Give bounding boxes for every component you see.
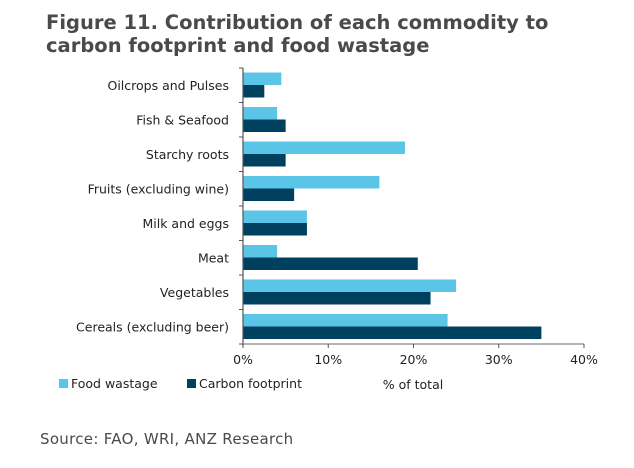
bar-carbon-footprint-vegetables bbox=[243, 292, 431, 305]
x-tick-labels: 0% 10% 20% 30% 40% bbox=[233, 352, 598, 367]
bar-food-wastage-starchy-roots bbox=[243, 141, 405, 154]
bars-group bbox=[243, 72, 542, 339]
x-tick-label: 30% bbox=[485, 352, 513, 367]
bar-carbon-footprint-milk-and-eggs bbox=[243, 223, 307, 236]
x-tick-label: 20% bbox=[400, 352, 428, 367]
title-line-1: Figure 11. Contribution of each commodit… bbox=[46, 11, 549, 34]
category-label-vegetables: Vegetables bbox=[160, 285, 229, 300]
category-label-cereals-excluding-beer: Cereals (excluding beer) bbox=[76, 319, 229, 334]
x-axis-title: % of total bbox=[383, 377, 443, 392]
category-labels: Oilcrops and Pulses Fish & Seafood Starchy… bbox=[76, 78, 229, 335]
bar-food-wastage-meat bbox=[243, 245, 278, 258]
legend-swatch-food-wastage bbox=[59, 379, 68, 388]
legend-label-carbon-footprint: Carbon footprint bbox=[199, 376, 302, 391]
legend-label-food-wastage: Food wastage bbox=[71, 376, 158, 391]
x-tick-label: 10% bbox=[314, 352, 342, 367]
x-tick-label: 0% bbox=[233, 352, 253, 367]
bar-food-wastage-oilcrops-and-pulses bbox=[243, 72, 282, 85]
category-label-meat: Meat bbox=[198, 250, 229, 265]
title-line-2: carbon footprint and food wastage bbox=[46, 34, 430, 57]
bar-carbon-footprint-fish-seafood bbox=[243, 119, 286, 132]
bar-food-wastage-cereals-excluding-beer bbox=[243, 314, 448, 327]
category-label-fish-seafood: Fish & Seafood bbox=[136, 112, 229, 127]
bar-carbon-footprint-starchy-roots bbox=[243, 154, 286, 167]
bar-food-wastage-milk-and-eggs bbox=[243, 210, 307, 223]
bar-carbon-footprint-oilcrops-and-pulses bbox=[243, 85, 265, 98]
category-label-milk-and-eggs: Milk and eggs bbox=[142, 216, 229, 231]
category-label-fruits-excluding-wine: Fruits (excluding wine) bbox=[88, 181, 229, 196]
bar-carbon-footprint-fruits-excluding-wine bbox=[243, 188, 295, 201]
bar-food-wastage-fish-seafood bbox=[243, 107, 278, 120]
chart-title: Figure 11. Contribution of each commodit… bbox=[46, 11, 626, 57]
x-tick-label: 40% bbox=[570, 352, 598, 367]
category-label-oilcrops-and-pulses: Oilcrops and Pulses bbox=[107, 78, 229, 93]
bar-chart: Oilcrops and Pulses Fish & Seafood Starchy… bbox=[59, 67, 598, 392]
bar-food-wastage-vegetables bbox=[243, 279, 457, 292]
axes-group bbox=[239, 67, 585, 348]
bar-carbon-footprint-meat bbox=[243, 257, 418, 270]
source-note: Source: FAO, WRI, ANZ Research bbox=[40, 430, 294, 448]
bar-carbon-footprint-cereals-excluding-beer bbox=[243, 326, 542, 339]
legend-swatch-carbon-footprint bbox=[187, 379, 196, 388]
legend: Food wastage Carbon footprint bbox=[59, 376, 302, 391]
category-label-starchy-roots: Starchy roots bbox=[146, 147, 229, 162]
bar-food-wastage-fruits-excluding-wine bbox=[243, 176, 380, 189]
